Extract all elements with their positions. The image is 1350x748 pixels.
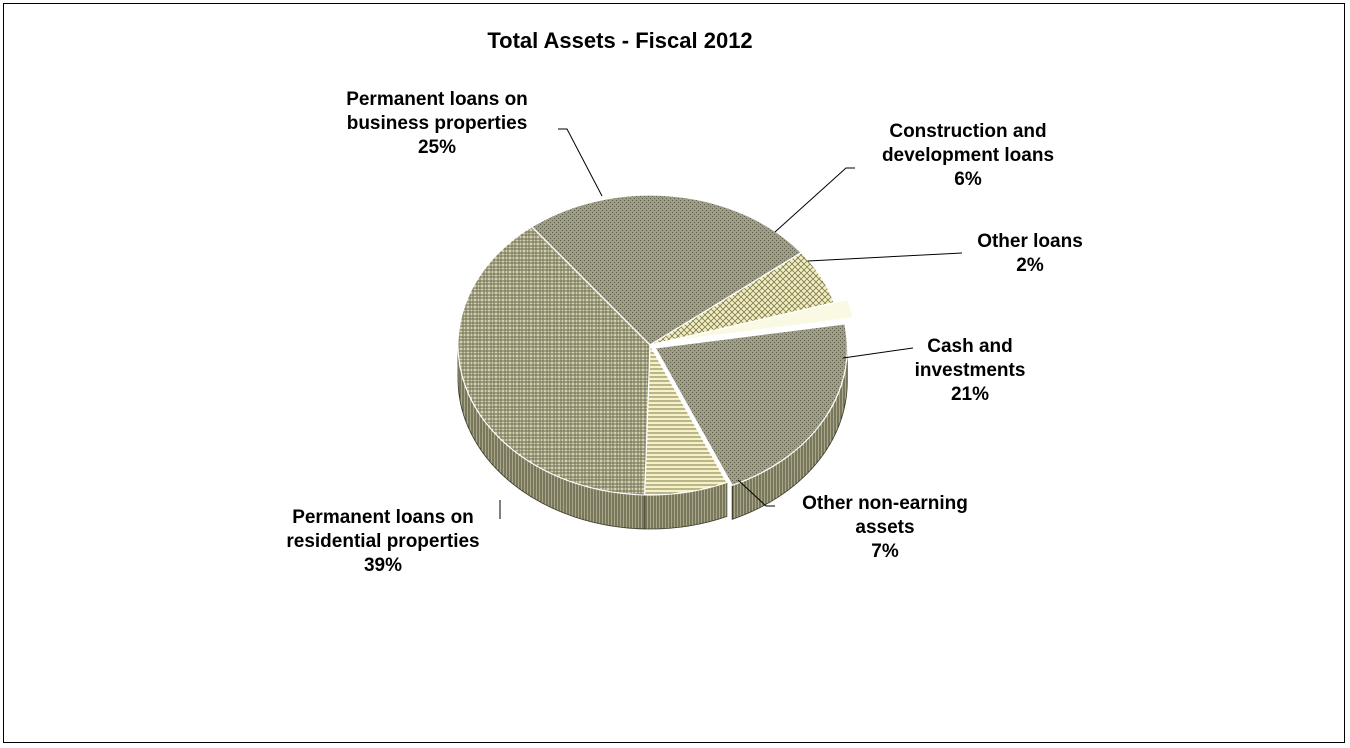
slice-value-label: 39% (364, 555, 402, 576)
slice-name-label: Permanent loans on (292, 507, 474, 528)
pie-slice (663, 298, 854, 343)
slice-name-label: development loans (882, 145, 1054, 166)
pie-slice (457, 226, 651, 496)
slice-name-label: Construction and (889, 121, 1046, 142)
slice-name-label: residential properties (286, 531, 479, 552)
slice-name-label: Permanent loans on (346, 89, 528, 110)
slice-value-label: 6% (954, 169, 982, 190)
slice-name-label: Cash and (927, 336, 1013, 357)
leader-line (737, 479, 775, 507)
leader-line (558, 128, 603, 197)
leader-line (774, 167, 855, 233)
pie-slice (530, 194, 803, 346)
slice-value-label: 21% (951, 384, 989, 405)
slice-name-label: investments (915, 360, 1026, 381)
pie-slice (654, 323, 848, 487)
chart-title: Total Assets - Fiscal 2012 (487, 28, 752, 53)
slice-value-label: 25% (418, 137, 456, 158)
slice-value-label: 2% (1016, 255, 1044, 276)
slice-name-label: business properties (347, 113, 528, 134)
leader-line (842, 347, 914, 359)
slice-value-label: 7% (871, 541, 899, 562)
slice-name-label: Other loans (977, 231, 1083, 252)
leader-line (807, 252, 963, 262)
slice-name-label: Other non-earning (802, 493, 968, 514)
slice-name-label: assets (855, 517, 914, 538)
